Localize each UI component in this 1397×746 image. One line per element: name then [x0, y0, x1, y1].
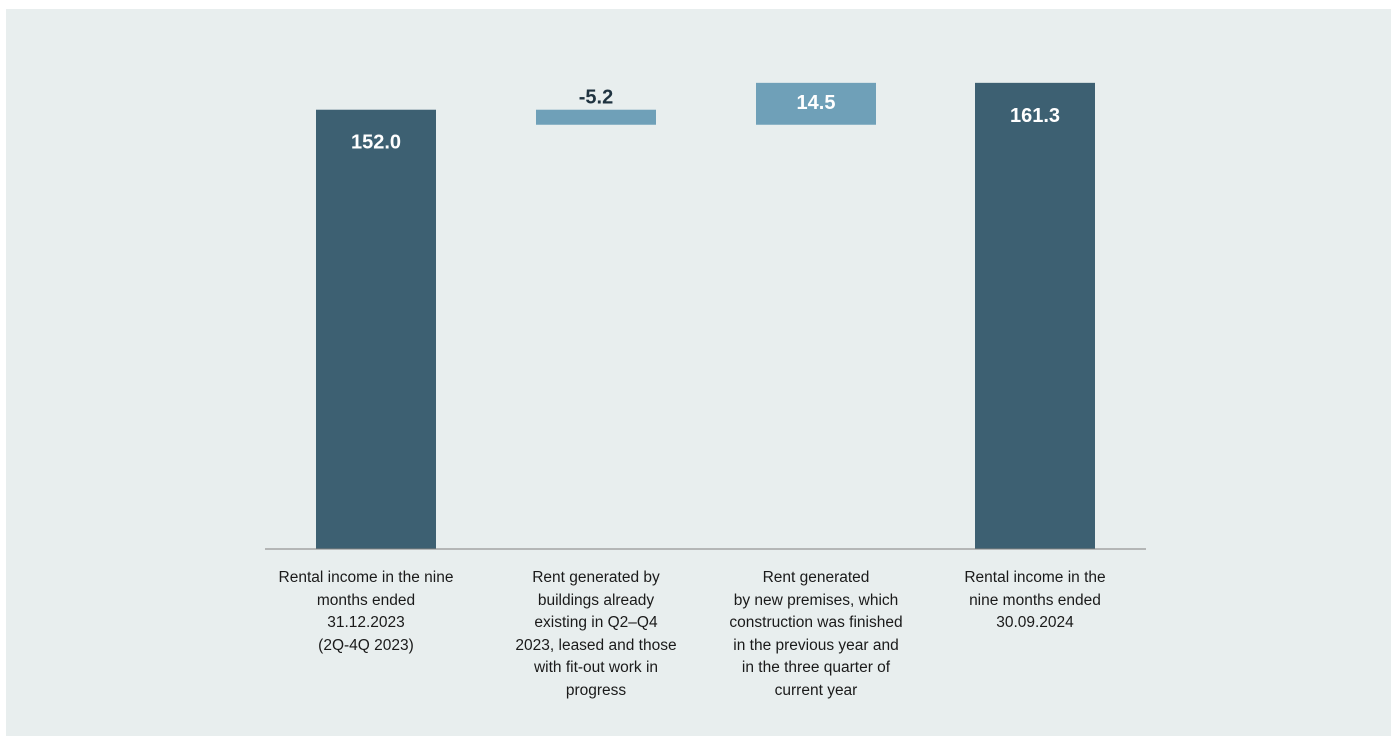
value-label-2: 14.5: [797, 92, 836, 114]
value-label-3: 161.3: [1010, 105, 1060, 127]
bars-group: [316, 82, 1095, 549]
value-label-0: 152.0: [351, 132, 401, 154]
category-label-0: Rental income in the nine months ended 3…: [278, 569, 454, 654]
chart-panel: [6, 9, 1391, 736]
bar-3: [975, 82, 1095, 549]
category-label-3: Rental income in the nine months ended 3…: [964, 569, 1106, 631]
category-label-2: Rent generated by new premises, which co…: [729, 569, 903, 699]
bar-1: [536, 109, 656, 125]
category-label-1: Rent generated by buildings already exis…: [515, 569, 677, 699]
bar-0: [316, 109, 436, 549]
value-labels-group: 152.0 -5.2 14.5 161.3: [351, 87, 1060, 154]
value-label-1: -5.2: [579, 87, 613, 109]
bar-2: [756, 82, 876, 125]
